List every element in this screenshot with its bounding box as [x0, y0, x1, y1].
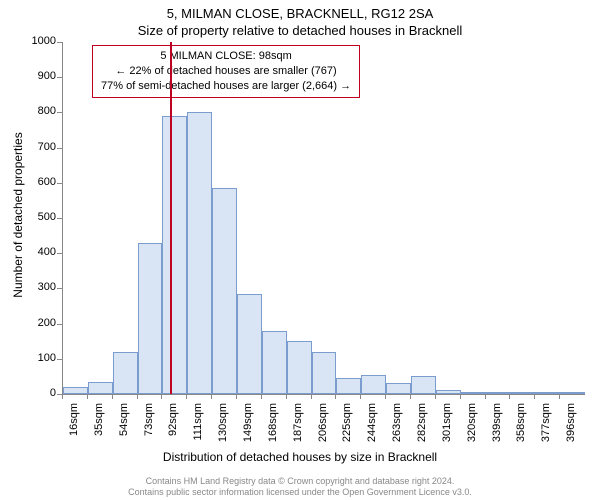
x-axis-label: Distribution of detached houses by size …: [0, 450, 600, 464]
x-tick-label: 168sqm: [267, 403, 279, 443]
histogram-bar: [560, 392, 585, 394]
histogram-bar: [138, 243, 163, 394]
x-tick-mark: [286, 394, 287, 399]
y-tick-label: 600: [26, 176, 56, 188]
y-tick-label: 500: [26, 211, 56, 223]
y-tick-label: 900: [26, 70, 56, 82]
y-tick-mark: [57, 112, 62, 113]
histogram-bar: [510, 392, 535, 394]
histogram-bar: [336, 378, 361, 394]
histogram-bar: [461, 392, 486, 394]
x-tick-mark: [211, 394, 212, 399]
x-tick-label: 301sqm: [441, 403, 453, 443]
x-tick-label: 244sqm: [366, 403, 378, 443]
chart-title-line1: 5, MILMAN CLOSE, BRACKNELL, RG12 2SA: [0, 6, 600, 21]
y-tick-label: 1000: [26, 35, 56, 47]
x-tick-label: 263sqm: [391, 403, 403, 443]
y-tick-mark: [57, 288, 62, 289]
x-tick-mark: [335, 394, 336, 399]
x-tick-label: 206sqm: [317, 403, 329, 443]
x-tick-label: 149sqm: [242, 403, 254, 443]
x-tick-label: 130sqm: [217, 403, 229, 443]
histogram-bar: [535, 392, 560, 394]
histogram-bar: [63, 387, 88, 394]
y-tick-mark: [57, 253, 62, 254]
x-tick-label: 35sqm: [93, 403, 105, 443]
x-tick-label: 396sqm: [565, 403, 577, 443]
reference-line: [170, 42, 172, 394]
x-tick-mark: [385, 394, 386, 399]
x-tick-mark: [186, 394, 187, 399]
histogram-bar: [113, 352, 138, 394]
y-tick-mark: [57, 218, 62, 219]
x-tick-mark: [161, 394, 162, 399]
y-tick-mark: [57, 359, 62, 360]
histogram-bar: [411, 376, 436, 394]
y-tick-label: 700: [26, 141, 56, 153]
x-tick-label: 225sqm: [341, 403, 353, 443]
y-tick-label: 300: [26, 281, 56, 293]
histogram-bar: [237, 294, 262, 394]
histogram-bar: [436, 390, 461, 394]
histogram-bar: [162, 116, 187, 394]
histogram-bar: [187, 112, 212, 394]
y-axis-label: Number of detached properties: [11, 132, 25, 297]
x-tick-label: 339sqm: [491, 403, 503, 443]
x-tick-mark: [410, 394, 411, 399]
x-tick-label: 92sqm: [167, 403, 179, 443]
x-tick-mark: [534, 394, 535, 399]
x-tick-label: 377sqm: [540, 403, 552, 443]
histogram-bar: [312, 352, 337, 394]
y-tick-mark: [57, 77, 62, 78]
histogram-bar: [287, 341, 312, 394]
histogram-bar: [88, 382, 113, 394]
histogram-bar: [486, 392, 511, 394]
x-tick-mark: [435, 394, 436, 399]
histogram-bar: [361, 375, 386, 394]
histogram-bar: [386, 383, 411, 394]
footer-attribution: Contains HM Land Registry data © Crown c…: [0, 476, 600, 499]
x-tick-label: 358sqm: [515, 403, 527, 443]
chart-stage: 5, MILMAN CLOSE, BRACKNELL, RG12 2SA Siz…: [0, 0, 600, 500]
histogram-bar: [212, 188, 237, 394]
x-tick-mark: [261, 394, 262, 399]
histogram-bar: [262, 331, 287, 394]
y-tick-label: 100: [26, 352, 56, 364]
x-tick-mark: [360, 394, 361, 399]
x-tick-mark: [559, 394, 560, 399]
x-tick-mark: [509, 394, 510, 399]
y-tick-mark: [57, 148, 62, 149]
y-tick-label: 800: [26, 105, 56, 117]
x-tick-mark: [311, 394, 312, 399]
y-tick-mark: [57, 42, 62, 43]
x-tick-label: 320sqm: [466, 403, 478, 443]
x-tick-label: 187sqm: [292, 403, 304, 443]
x-tick-mark: [236, 394, 237, 399]
footer-line2: Contains public sector information licen…: [0, 487, 600, 498]
x-tick-label: 282sqm: [416, 403, 428, 443]
x-tick-label: 16sqm: [68, 403, 80, 443]
y-tick-mark: [57, 183, 62, 184]
x-tick-mark: [485, 394, 486, 399]
x-tick-mark: [62, 394, 63, 399]
x-tick-mark: [87, 394, 88, 399]
plot-area: [62, 42, 585, 395]
x-tick-mark: [137, 394, 138, 399]
chart-title-line2: Size of property relative to detached ho…: [0, 23, 600, 38]
y-tick-label: 0: [26, 387, 56, 399]
x-tick-label: 73sqm: [143, 403, 155, 443]
footer-line1: Contains HM Land Registry data © Crown c…: [0, 476, 600, 487]
y-tick-mark: [57, 324, 62, 325]
y-tick-label: 400: [26, 246, 56, 258]
y-tick-label: 200: [26, 317, 56, 329]
x-tick-mark: [460, 394, 461, 399]
x-tick-label: 54sqm: [118, 403, 130, 443]
x-tick-mark: [112, 394, 113, 399]
x-tick-label: 111sqm: [192, 403, 204, 443]
